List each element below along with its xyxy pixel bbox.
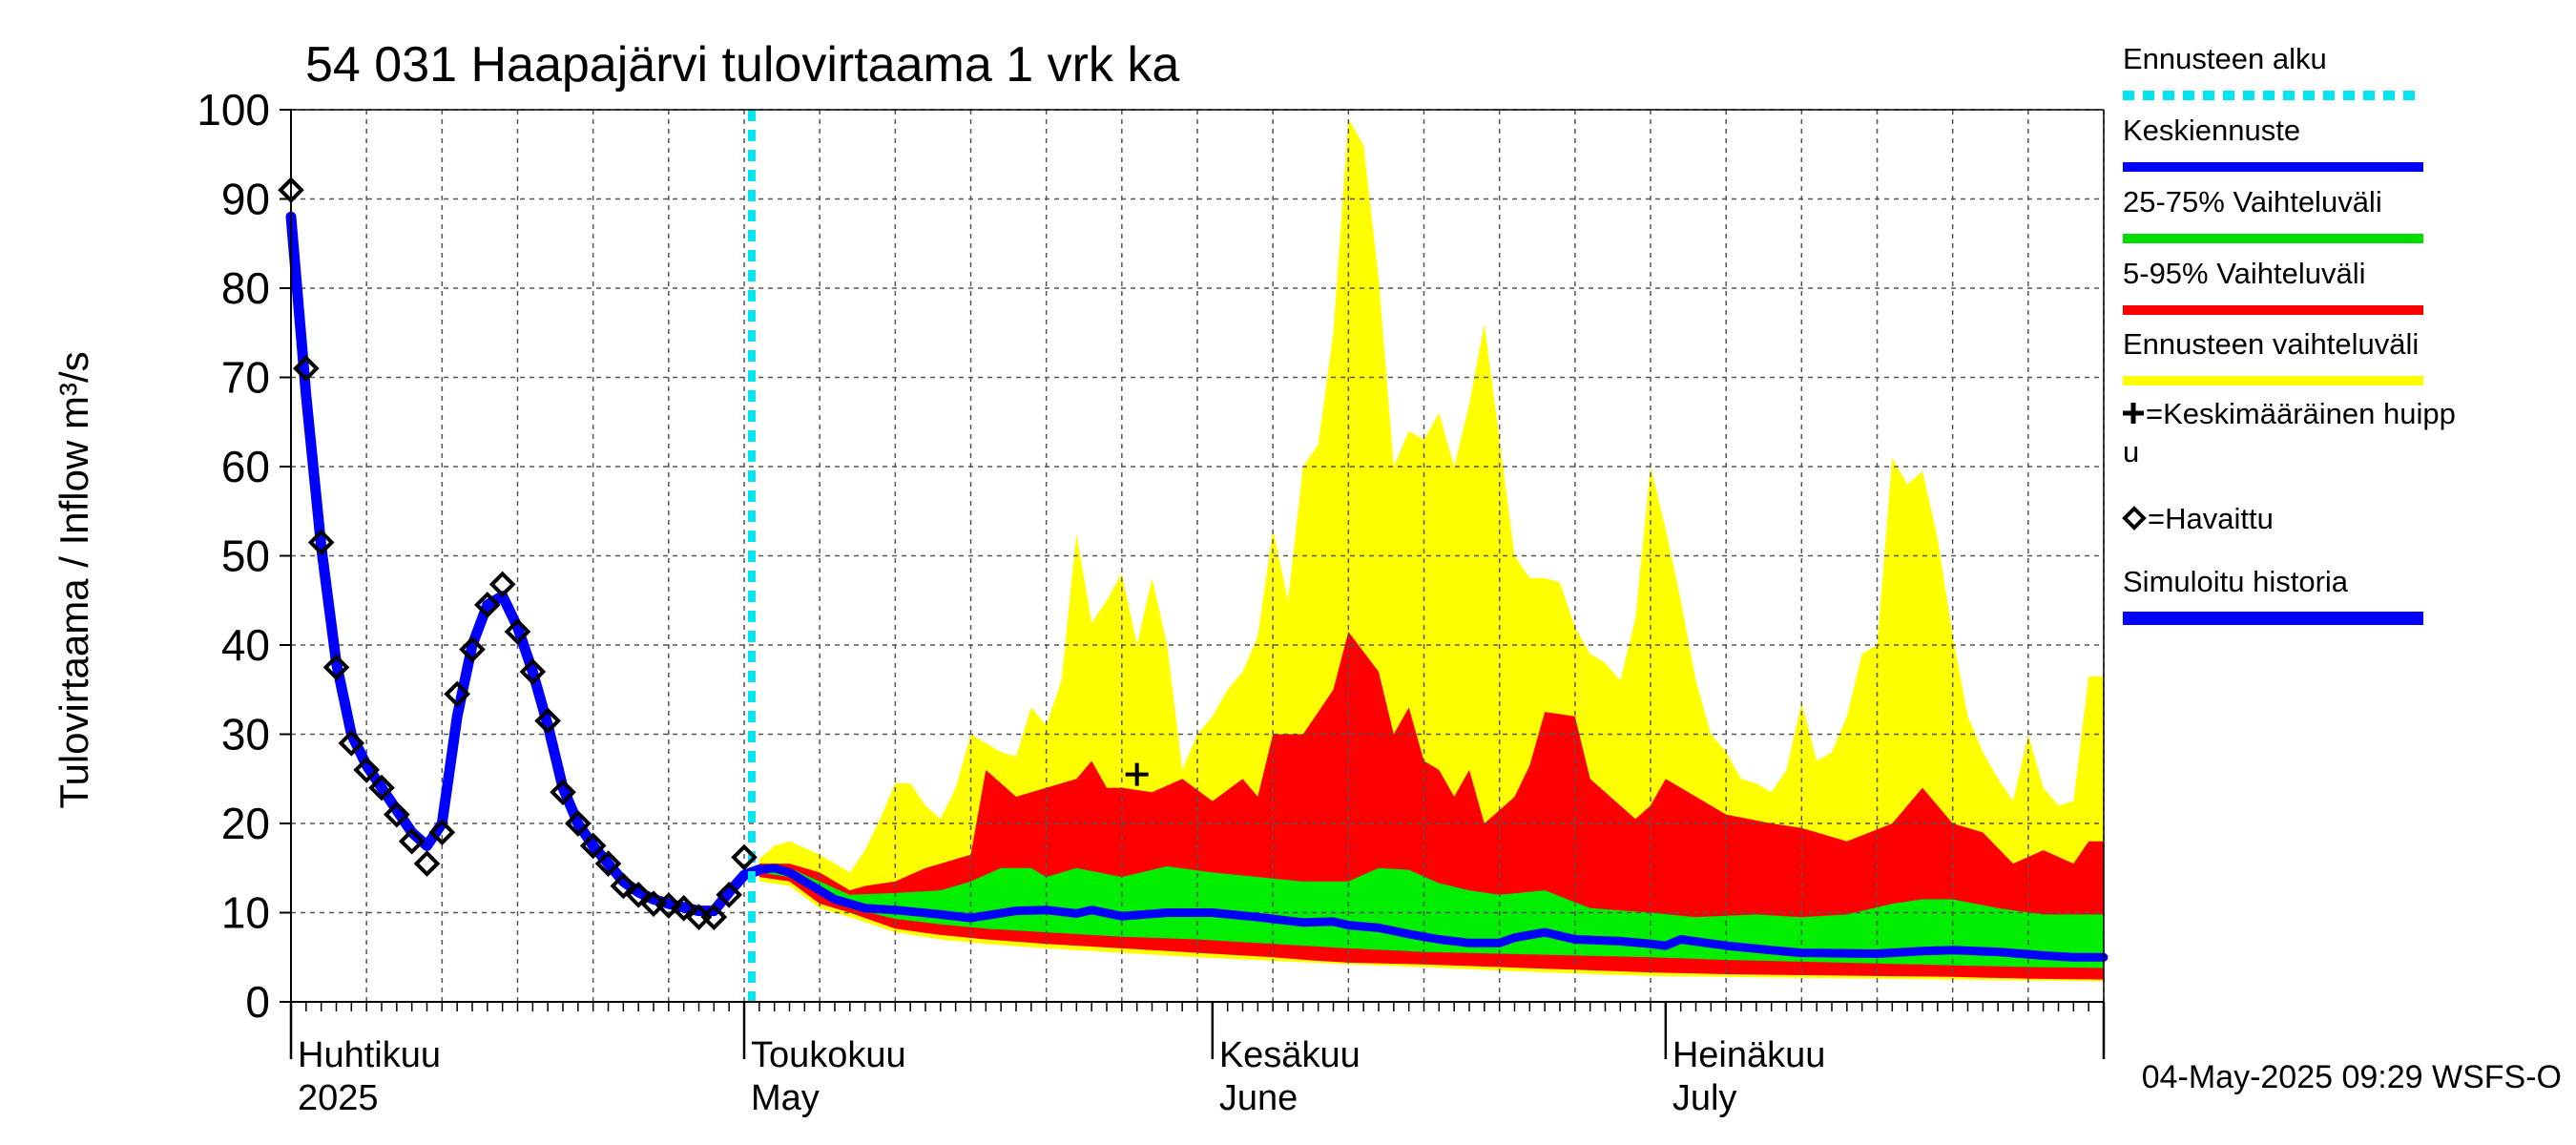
- observed-marker: [307, 529, 335, 556]
- y-tick-label: 90: [221, 175, 270, 224]
- observed-marker: [579, 832, 607, 860]
- observed-marker: [459, 635, 486, 663]
- forecast-range-band: [758, 118, 2104, 982]
- x-month-label: Toukokuu: [751, 1035, 906, 1075]
- y-tick-label: 100: [197, 85, 270, 135]
- x-month-label: Kesäkuu: [1219, 1035, 1361, 1075]
- legend-label: Ennusteen vaihteluväli: [2123, 327, 2419, 361]
- chart-title: 54 031 Haapajärvi tulovirtaama 1 vrk ka: [305, 37, 1179, 93]
- x-month-label-en: June: [1219, 1078, 1298, 1118]
- footer-timestamp: 04-May-2025 09:29 WSFS-O: [2142, 1059, 2562, 1095]
- y-tick-label: 70: [221, 353, 270, 403]
- legend-label: Keskiennuste: [2123, 114, 2300, 147]
- observed-marker: [444, 680, 470, 708]
- observed-marker: [338, 730, 365, 757]
- observed-marker: [565, 810, 592, 837]
- y-tick-label: 80: [221, 263, 270, 313]
- observed-marker: [384, 801, 410, 828]
- legend-label: u: [2123, 435, 2139, 468]
- legend-diamond-icon: [2122, 506, 2147, 531]
- observed-marker: [428, 819, 456, 846]
- average-peak-marker: [1125, 762, 1149, 786]
- x-month-label: Huhtikuu: [298, 1035, 441, 1075]
- p25-p75-band: [758, 865, 2104, 968]
- legend-label: Simuloitu historia: [2123, 565, 2349, 598]
- observed-marker: [670, 894, 697, 922]
- observed-marker: [594, 850, 622, 877]
- y-tick-label: 20: [221, 799, 270, 848]
- observed-marker: [353, 757, 380, 783]
- observed-marker: [293, 355, 320, 382]
- observed-marker: [625, 881, 652, 908]
- simulated-history-line: [285, 211, 765, 917]
- y-tick-label: 10: [221, 888, 270, 938]
- observed-marker: [610, 872, 637, 900]
- observed-marker: [700, 904, 728, 931]
- legend-label: 5-95% Vaihteluväli: [2123, 257, 2365, 290]
- legend-plus-icon: [2123, 403, 2144, 424]
- observed-marker: [655, 892, 682, 919]
- observed-markers: [278, 177, 1149, 931]
- observed-marker: [519, 658, 547, 685]
- x-month-label-en: May: [751, 1078, 820, 1118]
- x-month-label-en: 2025: [298, 1078, 379, 1118]
- observed-marker: [488, 571, 516, 598]
- observed-marker: [322, 654, 350, 681]
- y-tick-label: 40: [221, 620, 270, 670]
- y-tick-label: 60: [221, 442, 270, 491]
- observed-marker: [731, 843, 758, 871]
- x-month-label: Heinäkuu: [1672, 1035, 1826, 1075]
- observed-marker: [474, 592, 501, 618]
- y-tick-label: 0: [245, 977, 270, 1027]
- observed-marker: [716, 881, 742, 908]
- observed-marker: [504, 618, 531, 645]
- y-tick-label: 30: [221, 710, 270, 760]
- y-tick-label: 50: [221, 531, 270, 581]
- observed-marker: [550, 779, 576, 806]
- legend: Ennusteen alku Keskiennuste 25-75% Vaihtel…: [2122, 42, 2456, 625]
- observed-marker: [368, 774, 395, 802]
- observed-marker: [640, 890, 667, 917]
- legend-label: =Havaittu: [2148, 502, 2274, 535]
- observed-marker: [398, 827, 426, 855]
- observed-marker: [413, 850, 441, 877]
- y-axis-label: Tulovirtaama / Inflow m³/s: [52, 351, 96, 808]
- observed-marker: [534, 707, 561, 735]
- legend-label: =Keskimääräinen huipp: [2146, 397, 2456, 430]
- median-forecast-line: [755, 864, 2109, 962]
- forecast-bands: [758, 118, 2104, 982]
- x-month-label-en: July: [1672, 1078, 1737, 1118]
- legend-label: 25-75% Vaihteluväli: [2123, 185, 2382, 219]
- legend-label: Ennusteen alku: [2123, 42, 2327, 75]
